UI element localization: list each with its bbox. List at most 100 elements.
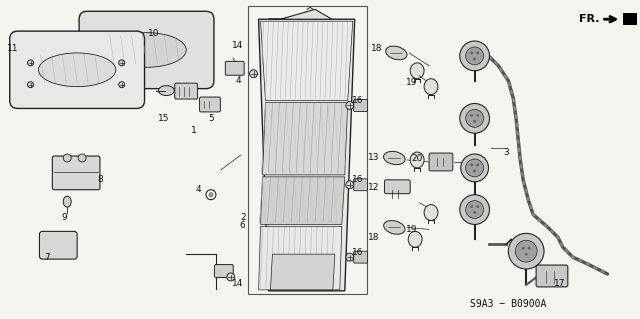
Circle shape <box>522 247 525 250</box>
Text: 14: 14 <box>232 279 243 288</box>
Circle shape <box>473 211 476 214</box>
Circle shape <box>470 163 473 167</box>
Circle shape <box>476 114 479 117</box>
Text: 6: 6 <box>240 221 246 230</box>
Polygon shape <box>268 9 332 19</box>
Circle shape <box>466 201 484 219</box>
Text: 20: 20 <box>412 153 423 162</box>
Circle shape <box>346 181 354 189</box>
FancyBboxPatch shape <box>385 180 410 194</box>
Text: FR.: FR. <box>579 14 600 24</box>
Text: 15: 15 <box>157 114 169 123</box>
Ellipse shape <box>159 85 174 96</box>
Circle shape <box>527 247 531 250</box>
Polygon shape <box>260 177 345 225</box>
Text: 12: 12 <box>368 183 380 192</box>
Text: 17: 17 <box>554 279 566 288</box>
Text: 7: 7 <box>45 253 51 262</box>
Circle shape <box>525 253 527 256</box>
FancyBboxPatch shape <box>214 264 233 278</box>
Bar <box>623 13 639 25</box>
Text: 4: 4 <box>195 185 201 194</box>
Polygon shape <box>259 19 355 291</box>
Circle shape <box>63 154 71 162</box>
Circle shape <box>119 82 125 88</box>
Circle shape <box>473 120 476 123</box>
Circle shape <box>78 154 86 162</box>
FancyBboxPatch shape <box>200 97 220 112</box>
Circle shape <box>466 47 484 65</box>
Circle shape <box>119 60 125 66</box>
Circle shape <box>460 103 490 133</box>
Ellipse shape <box>410 63 424 79</box>
Circle shape <box>466 159 484 177</box>
FancyBboxPatch shape <box>175 83 198 99</box>
FancyBboxPatch shape <box>536 265 568 287</box>
Circle shape <box>460 195 490 225</box>
Ellipse shape <box>107 33 186 67</box>
Ellipse shape <box>408 231 422 247</box>
Text: 16: 16 <box>352 96 364 105</box>
Circle shape <box>476 163 479 167</box>
Ellipse shape <box>424 204 438 220</box>
Circle shape <box>460 41 490 71</box>
Text: 1: 1 <box>191 126 197 135</box>
Text: 13: 13 <box>368 152 380 161</box>
Circle shape <box>461 154 488 182</box>
Ellipse shape <box>410 152 424 168</box>
Circle shape <box>250 70 257 78</box>
Ellipse shape <box>424 79 438 94</box>
Ellipse shape <box>383 152 405 165</box>
Circle shape <box>473 169 476 172</box>
Circle shape <box>470 51 473 55</box>
FancyBboxPatch shape <box>225 61 244 75</box>
Text: 5: 5 <box>208 114 214 123</box>
Circle shape <box>206 190 216 200</box>
Circle shape <box>28 82 33 88</box>
Text: 19: 19 <box>406 225 418 234</box>
Ellipse shape <box>63 196 71 207</box>
FancyBboxPatch shape <box>10 31 145 108</box>
FancyBboxPatch shape <box>52 156 100 190</box>
Ellipse shape <box>38 53 116 87</box>
FancyBboxPatch shape <box>354 251 367 263</box>
Circle shape <box>28 60 33 66</box>
Circle shape <box>476 51 479 55</box>
Circle shape <box>508 234 544 269</box>
Text: 3: 3 <box>504 148 509 157</box>
Text: 18: 18 <box>368 233 380 242</box>
Text: 14: 14 <box>232 41 243 50</box>
FancyBboxPatch shape <box>40 231 77 259</box>
Circle shape <box>466 109 484 127</box>
Circle shape <box>209 193 213 197</box>
Text: 9: 9 <box>61 213 67 222</box>
Circle shape <box>227 273 235 281</box>
FancyBboxPatch shape <box>429 153 453 171</box>
Text: 8: 8 <box>97 175 103 184</box>
Text: 2: 2 <box>240 213 246 222</box>
Circle shape <box>473 57 476 60</box>
FancyBboxPatch shape <box>354 100 367 111</box>
FancyBboxPatch shape <box>79 11 214 89</box>
Polygon shape <box>262 102 348 175</box>
Text: 19: 19 <box>406 78 418 87</box>
Text: 11: 11 <box>7 44 19 54</box>
Text: 10: 10 <box>148 29 159 38</box>
Circle shape <box>470 205 473 208</box>
Circle shape <box>515 240 537 262</box>
Text: 16: 16 <box>352 248 364 257</box>
Polygon shape <box>259 226 342 290</box>
Text: S9A3 − B0900A: S9A3 − B0900A <box>470 299 547 309</box>
Text: 18: 18 <box>371 44 382 54</box>
Bar <box>248 6 367 294</box>
Circle shape <box>476 205 479 208</box>
Ellipse shape <box>386 46 407 60</box>
FancyBboxPatch shape <box>354 179 367 191</box>
Ellipse shape <box>384 220 405 234</box>
Polygon shape <box>260 21 353 100</box>
Polygon shape <box>271 254 335 290</box>
Circle shape <box>470 114 473 117</box>
Circle shape <box>346 101 354 109</box>
Circle shape <box>346 253 354 261</box>
Text: 16: 16 <box>352 175 364 184</box>
